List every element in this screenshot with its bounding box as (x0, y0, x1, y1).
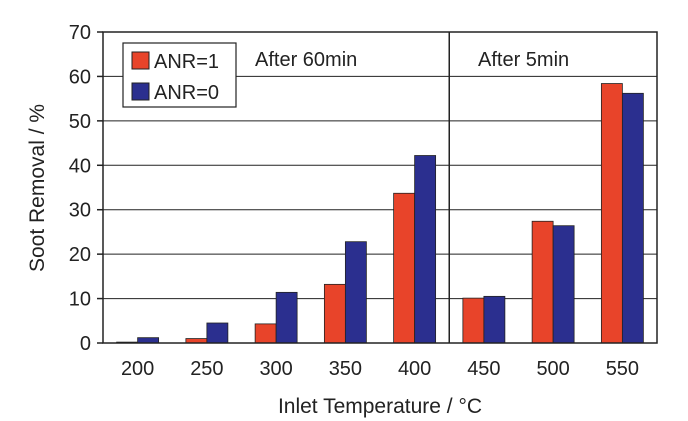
bar-anr0-200 (137, 337, 160, 344)
legend-swatch-anr0 (131, 82, 150, 101)
x-tick-label: 400 (398, 358, 431, 380)
bar-anr0-550 (621, 92, 644, 344)
x-tick-label: 500 (536, 358, 569, 380)
bar-anr1-300 (254, 323, 277, 344)
legend-swatch-anr1 (131, 51, 150, 70)
y-tick-label: 40 (69, 155, 91, 177)
x-axis: 200 250 300 350 400 450 500 550 (121, 358, 639, 380)
bar-anr0-350 (344, 241, 367, 344)
y-tick-label: 30 (69, 200, 91, 222)
y-tick-label: 50 (69, 111, 91, 133)
y-axis: 0 10 20 30 40 50 60 70 (69, 22, 103, 355)
legend-label-anr1: ANR=1 (154, 51, 219, 73)
bar-anr1-500 (531, 220, 554, 344)
plot-frame (102, 31, 658, 344)
bar-anr0-300 (275, 291, 298, 344)
y-tick-label: 10 (69, 289, 91, 311)
annotation-after-60min: After 60min (255, 49, 357, 71)
bar-anr0-500 (552, 225, 575, 344)
legend-label-anr0: ANR=0 (154, 82, 219, 104)
x-tick-label: 350 (329, 358, 362, 380)
bar-anr0-250 (206, 322, 229, 344)
legend: ANR=1 ANR=0 (122, 42, 237, 108)
bar-anr1-450 (462, 297, 485, 344)
x-tick-label: 200 (121, 358, 154, 380)
y-tick-label: 20 (69, 244, 91, 266)
bar-anr1-400 (393, 192, 416, 344)
x-axis-title: Inlet Temperature / °C (278, 395, 482, 418)
bar-anr1-350 (323, 283, 346, 344)
y-tick-label: 70 (69, 22, 91, 44)
bars (116, 83, 644, 344)
bar-anr0-400 (414, 155, 437, 344)
y-tick-label: 0 (80, 333, 91, 355)
y-tick-label: 60 (69, 66, 91, 88)
bar-anr0-450 (483, 295, 506, 344)
annotation-after-5min: After 5min (478, 49, 569, 71)
x-tick-label: 250 (190, 358, 223, 380)
x-tick-label: 550 (606, 358, 639, 380)
y-axis-title: Soot Removal / % (26, 104, 49, 272)
x-tick-label: 300 (259, 358, 292, 380)
bar-anr1-550 (600, 83, 623, 344)
x-tick-label: 450 (467, 358, 500, 380)
